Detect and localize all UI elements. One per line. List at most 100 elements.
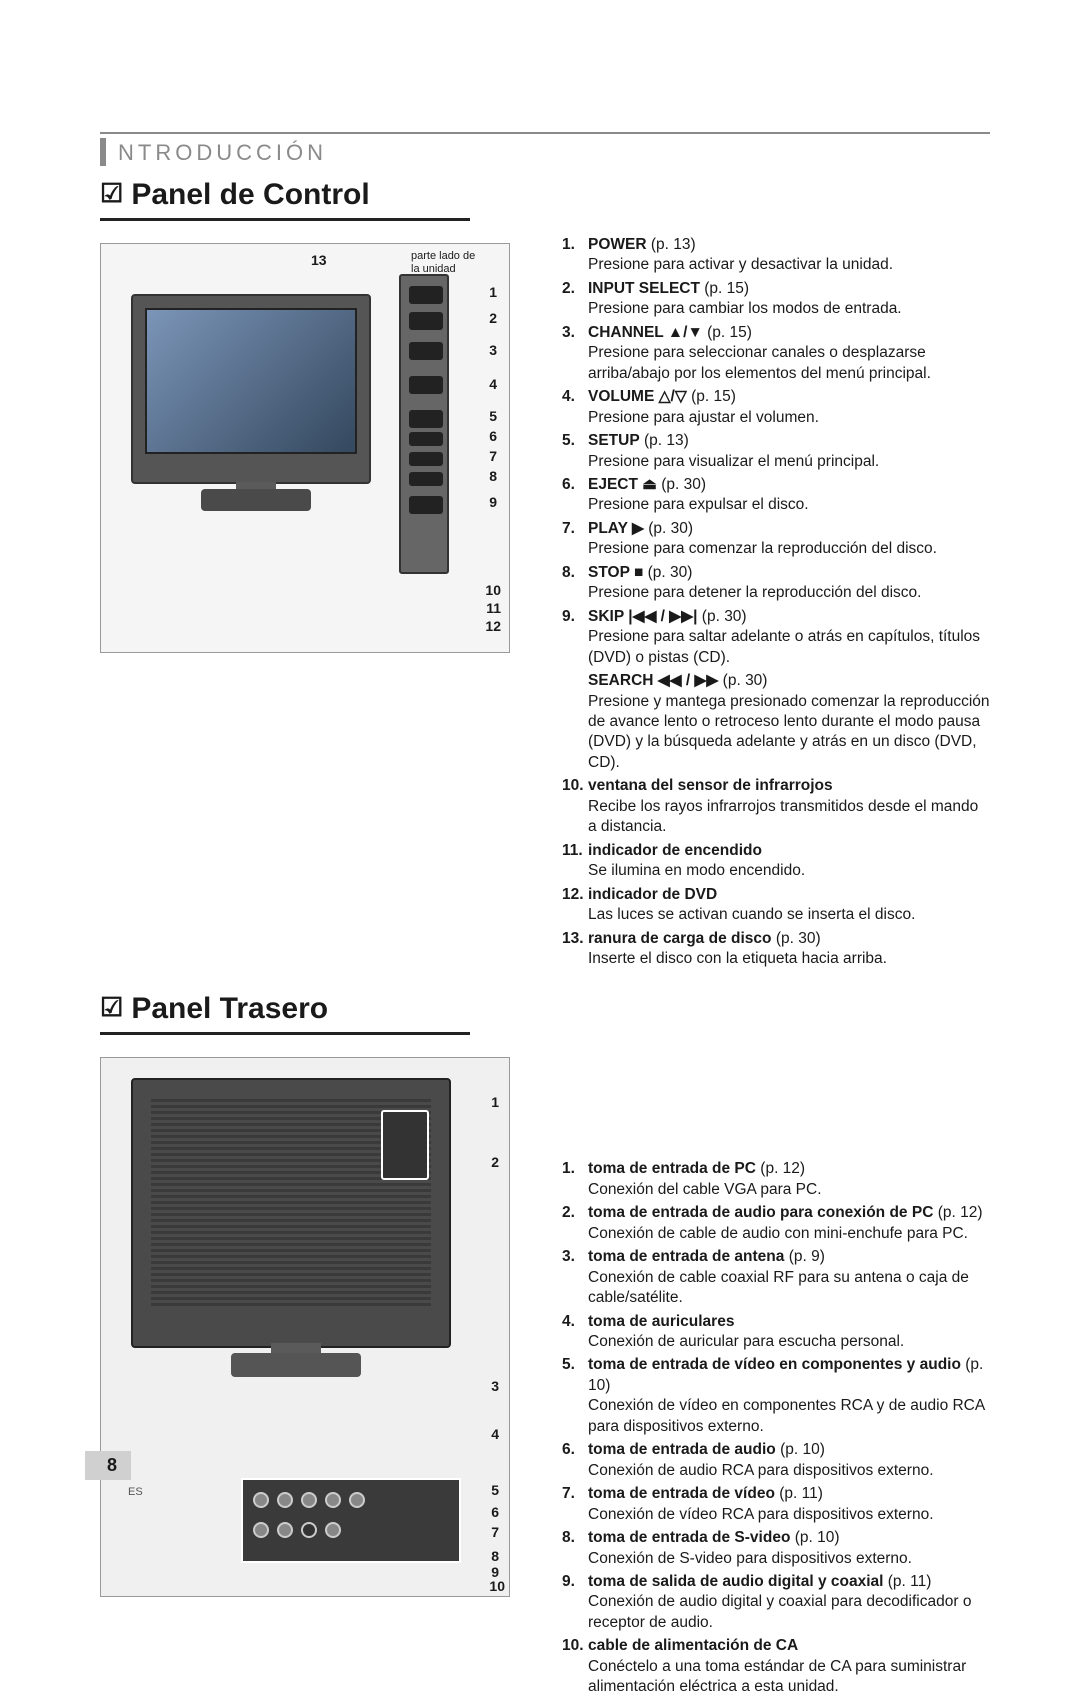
callout: 1 <box>491 1094 499 1110</box>
item-body: toma de auriculares Conexión de auricula… <box>588 1312 990 1353</box>
list-item: 9.SKIP |◀◀ / ▶▶| (p. 30)Presione para sa… <box>562 607 990 668</box>
item-num: 5. <box>562 431 588 472</box>
jack-icon <box>301 1522 317 1538</box>
note-l2: la unidad <box>411 263 456 275</box>
page-number: 8 <box>85 1451 131 1480</box>
item-body: SETUP (p. 13)Presione para visualizar el… <box>588 431 990 472</box>
list-item: 1.POWER (p. 13)Presione para activar y d… <box>562 235 990 276</box>
panel-btn <box>409 286 443 304</box>
jack-icon <box>325 1492 341 1508</box>
item-label: toma de entrada de audio para conexión d… <box>588 1204 933 1221</box>
list-item: 9.toma de salida de audio digital y coax… <box>562 1572 990 1633</box>
item-num: 3. <box>562 1247 588 1308</box>
item-num: 2. <box>562 279 588 320</box>
item-desc: Presione para cambiar los modos de entra… <box>588 299 990 319</box>
item-desc: Conexión de auricular para escucha perso… <box>588 1332 990 1352</box>
item-desc: Presione para saltar adelante o atrás en… <box>588 627 990 668</box>
panel2-left: 1 2 3 4 5 6 7 8 9 10 <box>100 1049 540 1700</box>
item-label: ranura de carga de disco <box>588 930 772 947</box>
list-item: 7.PLAY ▶ (p. 30)Presione para comenzar l… <box>562 519 990 560</box>
item-page: (p. 30) <box>661 476 706 493</box>
item-body: toma de salida de audio digital y coaxia… <box>588 1572 990 1633</box>
manual-page: NTRODUCCIÓN ☑ Panel de Control <box>0 0 1080 1528</box>
item-num: 8. <box>562 1528 588 1569</box>
panel-btn <box>409 342 443 360</box>
item-body: toma de entrada de audio (p. 10)Conexión… <box>588 1440 990 1481</box>
item-label: CHANNEL ▲/▼ <box>588 324 703 341</box>
panel1-right: 1.POWER (p. 13)Presione para activar y d… <box>562 235 990 972</box>
item-num: 11. <box>562 841 588 882</box>
item-label: SKIP |◀◀ / ▶▶| <box>588 608 697 625</box>
bottom-panel <box>241 1478 461 1563</box>
item-page: (p. 30) <box>776 930 821 947</box>
item-body: CHANNEL ▲/▼ (p. 15)Presione para selecci… <box>588 323 990 384</box>
item-num: 8. <box>562 563 588 604</box>
jack-icon <box>301 1492 317 1508</box>
item-label: POWER <box>588 236 647 253</box>
item-num: 4. <box>562 1312 588 1353</box>
jack-icon <box>277 1522 293 1538</box>
title-underline <box>100 1032 470 1035</box>
item-num: 9. <box>562 1572 588 1633</box>
list-item: 2.toma de entrada de audio para conexión… <box>562 1203 990 1244</box>
list-item: 4.VOLUME △/▽ (p. 15)Presione para ajusta… <box>562 387 990 428</box>
callout: 5 <box>491 1482 499 1498</box>
item-label: EJECT ⏏ <box>588 476 657 493</box>
callout: 2 <box>489 310 497 326</box>
item-body: indicador de encendido Se ilumina en mod… <box>588 841 990 882</box>
list-item: 8.STOP ■ (p. 30)Presione para detener la… <box>562 563 990 604</box>
list-item: 10.cable de alimentación de CA Conéctelo… <box>562 1636 990 1697</box>
item-desc: Presione para activar y desactivar la un… <box>588 255 990 275</box>
item-label: VOLUME △/▽ <box>588 388 687 405</box>
callout: 4 <box>491 1426 499 1442</box>
callout: 2 <box>491 1154 499 1170</box>
item-label: ventana del sensor de infrarrojos <box>588 777 833 794</box>
item-label: PLAY ▶ <box>588 520 644 537</box>
panel1-diagram: 13 parte lado de la unidad 1 2 3 4 5 6 7… <box>100 243 510 653</box>
item-desc: Conexión de vídeo en componentes RCA y d… <box>588 1396 990 1437</box>
callout: 7 <box>491 1524 499 1540</box>
panel-btn <box>409 376 443 394</box>
item-body: ranura de carga de disco (p. 30)Inserte … <box>588 929 990 970</box>
item-body: STOP ■ (p. 30)Presione para detener la r… <box>588 563 990 604</box>
page-lang: ES <box>128 1486 143 1498</box>
item-desc: Presione para visualizar el menú princip… <box>588 452 990 472</box>
jack-row <box>253 1518 449 1542</box>
tv-screen <box>145 308 357 454</box>
item-desc: Presione para seleccionar canales o desp… <box>588 343 990 384</box>
callout: 12 <box>485 618 501 634</box>
item-body: toma de entrada de PC (p. 12)Conexión de… <box>588 1159 990 1200</box>
callout: 9 <box>489 494 497 510</box>
item-page: (p. 10) <box>780 1441 825 1458</box>
item-desc: Recibe los rayos infrarrojos transmitido… <box>588 797 990 838</box>
item-label: toma de entrada de antena <box>588 1248 784 1265</box>
item-page: (p. 10) <box>795 1529 840 1546</box>
item-num: 5. <box>562 1355 588 1437</box>
item-desc: Se ilumina en modo encendido. <box>588 861 990 881</box>
item-desc: Presione para comenzar la reproducción d… <box>588 539 990 559</box>
panel2-title: Panel Trasero <box>131 992 328 1026</box>
callout: 6 <box>489 428 497 444</box>
item-label: SETUP <box>588 432 640 449</box>
panel2-title-row: ☑ Panel Trasero <box>100 992 990 1026</box>
item-body: SKIP |◀◀ / ▶▶| (p. 30)Presione para salt… <box>588 607 990 668</box>
tv-stand <box>201 489 311 511</box>
item-label: STOP ■ <box>588 564 643 581</box>
item-page: (p. 13) <box>651 236 696 253</box>
panel-btn <box>409 452 443 466</box>
jack-icon <box>325 1522 341 1538</box>
jack-icon <box>253 1492 269 1508</box>
item-label: toma de auriculares <box>588 1313 734 1330</box>
item-num: 9. <box>562 607 588 668</box>
item-body: indicador de DVD Las luces se activan cu… <box>588 885 990 926</box>
panel1-list: 1.POWER (p. 13)Presione para activar y d… <box>562 235 990 969</box>
jack-icon <box>253 1522 269 1538</box>
check-icon: ☑ <box>100 994 123 1020</box>
panel1-title: Panel de Control <box>131 178 369 212</box>
list-item: 13.ranura de carga de disco (p. 30)Inser… <box>562 929 990 970</box>
item-page: (p. 30) <box>648 564 693 581</box>
item-desc: Conexión del cable VGA para PC. <box>588 1180 990 1200</box>
callout: 1 <box>489 284 497 300</box>
callout: 10 <box>489 1578 505 1594</box>
item-page: (p. 11) <box>779 1485 823 1502</box>
